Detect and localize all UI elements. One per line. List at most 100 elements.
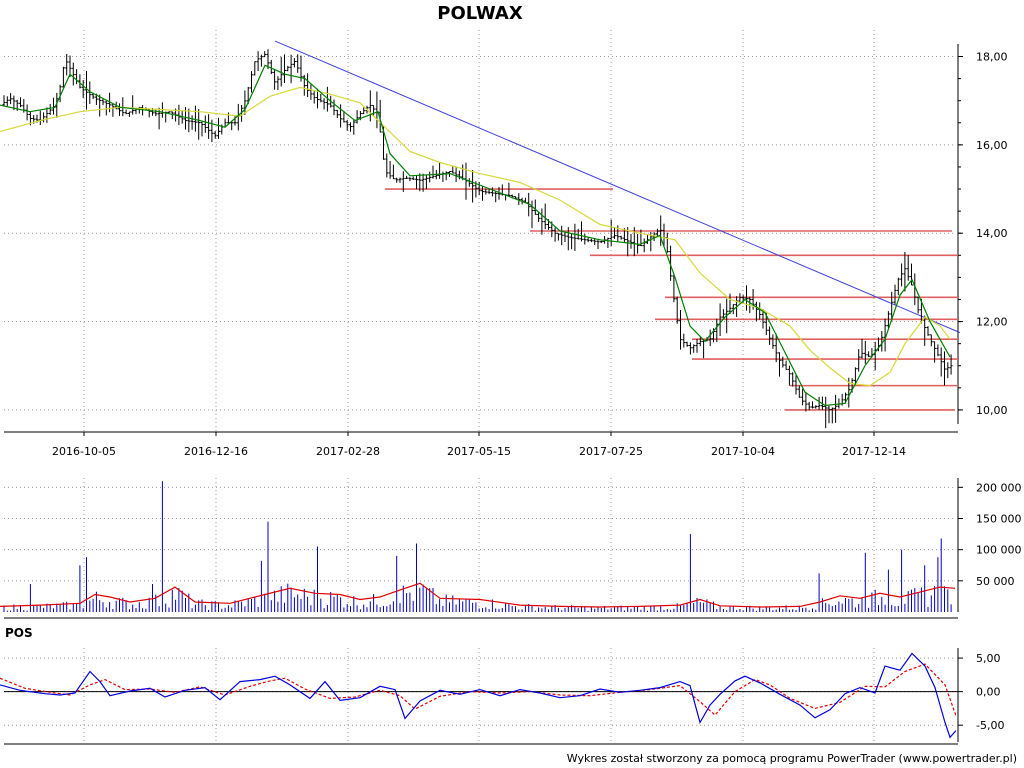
ohlc-bar: [896, 277, 900, 296]
ohlc-bar: [104, 100, 108, 116]
ohlc-bar: [170, 111, 174, 120]
ohlc-bar: [860, 339, 864, 359]
footer-credit: Wykres został stworzony za pomocą progra…: [567, 752, 1017, 765]
ohlc-bar: [78, 74, 82, 89]
ohlc-bar: [923, 315, 927, 346]
ohlc-bar: [75, 69, 79, 85]
ohlc-bar: [853, 367, 857, 385]
ohlc-bar: [213, 131, 217, 139]
pos-y-tick-label: 0,00: [976, 686, 1001, 699]
ohlc-bar: [804, 391, 808, 412]
ohlc-bar: [405, 175, 409, 179]
ohlc-bar: [187, 108, 191, 133]
ohlc-bar: [943, 351, 946, 386]
ohlc-bar: [391, 164, 395, 180]
ohlc-bar: [19, 97, 22, 108]
ohlc-bar: [5, 96, 9, 108]
ohlc-bar: [824, 396, 828, 429]
ohlc-bar: [936, 344, 940, 357]
ohlc-bar: [774, 333, 778, 363]
ohlc-bar: [619, 235, 623, 240]
price-y-tick-label: 18,00: [976, 51, 1008, 64]
ohlc-bar: [553, 227, 557, 242]
ohlc-bar: [778, 352, 781, 377]
ohlc-bar: [471, 170, 475, 203]
ohlc-bar: [556, 232, 560, 241]
price-x-tick-label: 2017-12-14: [842, 445, 906, 458]
ohlc-bar: [517, 193, 521, 205]
ohlc-bar: [415, 175, 418, 190]
price-x-tick-label: 2017-05-15: [447, 445, 511, 458]
ohlc-bar: [2, 95, 6, 107]
ohlc-bar: [807, 401, 811, 411]
ma-long-line: [0, 86, 951, 387]
ohlc-bar: [71, 62, 75, 86]
ohlc-bar: [893, 284, 897, 305]
ohlc-bar: [349, 122, 352, 132]
ohlc-bar: [827, 405, 831, 424]
ohlc-bar: [867, 351, 871, 358]
ohlc-bar: [292, 58, 296, 68]
ohlc-bar: [903, 251, 907, 292]
ohlc-bar: [487, 188, 491, 195]
ohlc-bar: [61, 66, 65, 88]
ohlc-bar: [226, 112, 230, 124]
ohlc-bar: [319, 93, 323, 103]
ohlc-bar: [738, 293, 742, 304]
ohlc-bar: [395, 177, 399, 183]
ohlc-bar: [883, 318, 887, 352]
price-x-tick-label: 2016-10-05: [52, 445, 116, 458]
ohlc-bar: [566, 227, 570, 251]
ohlc-bar: [388, 161, 392, 179]
ohlc-bar: [127, 111, 131, 117]
ohlc-bar: [124, 109, 128, 115]
ohlc-bar: [715, 318, 719, 343]
ohlc-bar: [537, 212, 541, 222]
ohlc-bar: [721, 309, 725, 319]
ohlc-bar: [256, 51, 260, 71]
ohlc-bar: [781, 356, 785, 368]
ohlc-bar: [745, 285, 748, 311]
ohlc-bar: [342, 110, 346, 123]
ohlc-bar: [296, 54, 300, 73]
ohlc-bar: [497, 187, 501, 200]
ohlc-bar: [801, 388, 805, 406]
ohlc-bar: [642, 238, 646, 253]
ohlc-bar: [401, 171, 405, 192]
ohlc-bar: [266, 49, 270, 70]
chart-title: POLWAX: [437, 3, 523, 24]
ohlc-bar: [269, 59, 273, 74]
ohlc-bar: [118, 103, 121, 117]
ohlc-bar: [599, 240, 603, 244]
ohlc-bar: [289, 54, 293, 84]
ohlc-bar: [771, 334, 775, 349]
ohlc-bar: [540, 208, 544, 235]
ohlc-bar: [259, 54, 263, 67]
ohlc-bar: [454, 167, 458, 183]
ohlc-bar: [481, 185, 484, 201]
ohlc-bar: [38, 110, 42, 126]
ohlc-bar: [98, 94, 102, 117]
volume-y-tick-label: 150 000: [976, 513, 1022, 526]
ohlc-bar: [283, 54, 286, 84]
ohlc-bar: [444, 171, 448, 181]
ohlc-bar: [946, 362, 950, 379]
ohlc-bar: [408, 177, 412, 182]
ohlc-bar: [576, 228, 580, 240]
ohlc-bar: [655, 228, 659, 237]
ohlc-bar: [929, 334, 933, 347]
volume-panel: 200 000 150 000 100 000 50 000: [0, 478, 1022, 619]
ohlc-bar: [190, 115, 194, 130]
ohlc-bar: [675, 296, 679, 324]
ohlc-bar: [926, 326, 930, 336]
ohlc-bar: [586, 237, 590, 243]
ohlc-bar: [784, 360, 788, 370]
ohlc-bar: [916, 296, 920, 314]
ohlc-bar: [42, 112, 46, 123]
ohlc-bar: [398, 177, 402, 183]
ohlc-bar: [949, 354, 953, 375]
ohlc-bar: [814, 405, 818, 409]
trend-line: [274, 40, 961, 334]
price-y-tick-label: 10,00: [976, 404, 1008, 417]
